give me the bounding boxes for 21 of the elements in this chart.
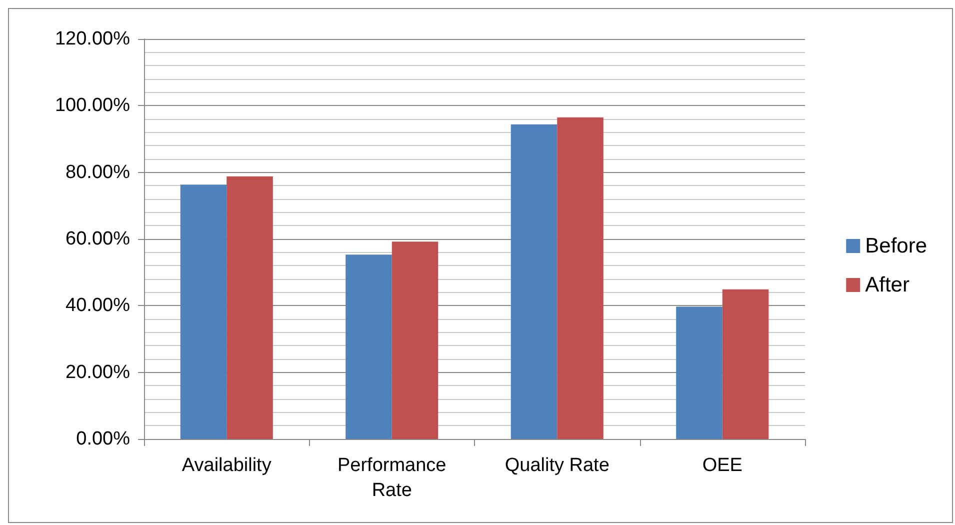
bar [676, 306, 722, 439]
legend-label: Before [865, 234, 928, 258]
bar [226, 176, 273, 439]
bar [510, 124, 558, 439]
y-tick-label: 80.00% [66, 162, 130, 183]
x-tick-label: Performance Rate [337, 455, 446, 501]
bar [392, 242, 438, 439]
bar [722, 289, 769, 439]
bar [180, 184, 227, 439]
y-tick-label: 0.00% [76, 428, 130, 450]
x-tick-label: Availability [182, 455, 272, 476]
bar [557, 117, 604, 439]
x-tick-label: Quality Rate [504, 455, 610, 476]
y-tick-label: 40.00% [66, 295, 130, 316]
legend-label: After [865, 274, 910, 296]
y-tick-label: 100.00% [54, 95, 130, 116]
y-tick-label: 20.00% [66, 362, 130, 383]
y-tick-label: 120.00% [54, 28, 130, 50]
y-tick-label: 60.00% [66, 228, 130, 250]
bar [346, 254, 392, 439]
x-tick-label: OEE [702, 455, 742, 476]
